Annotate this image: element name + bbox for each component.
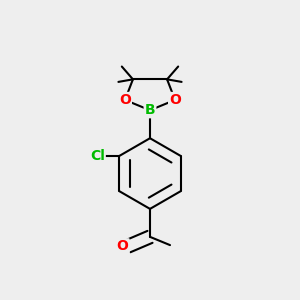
Text: O: O (169, 93, 181, 107)
Text: B: B (145, 103, 155, 117)
Text: Cl: Cl (90, 149, 105, 163)
Text: O: O (119, 93, 131, 107)
Text: O: O (117, 239, 129, 253)
